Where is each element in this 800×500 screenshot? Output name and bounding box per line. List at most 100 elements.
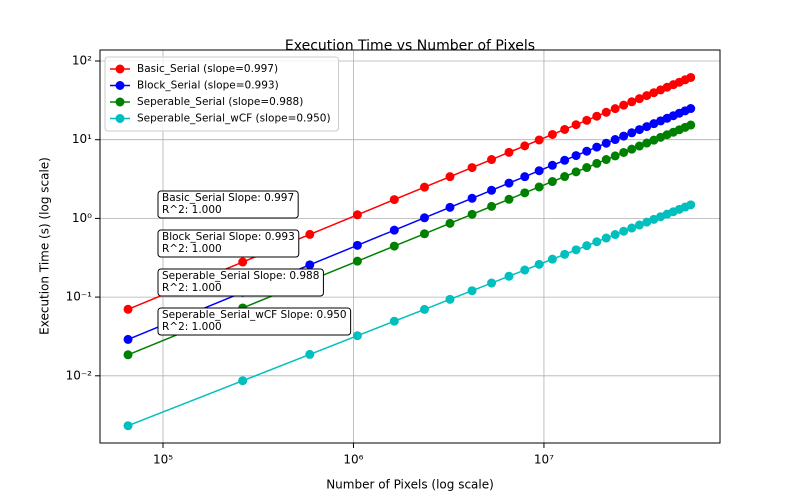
data-point [649,135,659,145]
data-point [352,210,362,220]
annotation-text: R^2: 1.000 [162,321,222,333]
data-point [467,209,477,219]
data-point [627,97,637,107]
data-point [619,226,629,236]
data-point [560,172,570,182]
legend-marker [115,64,125,74]
data-point [582,146,592,156]
data-point [419,229,429,239]
y-tick-label: 10⁰ [72,211,92,225]
data-point [582,163,592,173]
data-point [601,138,611,148]
legend-box [104,56,340,132]
data-point [571,151,581,161]
data-point [634,94,644,104]
data-point [686,72,696,82]
annotation-box [157,229,300,258]
data-point [419,213,429,223]
x-tick-label: 10⁷ [534,453,554,467]
annotation-box [157,268,324,297]
data-point [487,155,497,165]
data-point [305,349,315,359]
data-point [601,233,611,243]
data-point [123,350,133,360]
annotation-text: Seperable_Serial_wCF Slope: 0.950 [162,309,347,321]
data-point [634,220,644,230]
data-point [352,256,362,266]
plot-frame [99,49,721,444]
data-point [686,200,696,210]
annotation-text: Block_Serial Slope: 0.993 [162,231,295,243]
data-point [238,257,248,267]
data-point [634,141,644,151]
data-point [520,172,530,182]
data-point [504,271,514,281]
data-point [610,151,620,161]
data-point [634,125,644,135]
x-axis-label: Number of Pixels (log scale) [326,478,494,492]
data-point [686,104,696,114]
data-point [305,260,315,270]
legend-label: Seperable_Serial (slope=0.988) [137,96,303,108]
data-point [419,182,429,192]
y-tick-label: 10⁻¹ [66,290,93,304]
legend-marker [115,81,125,90]
x-tick-label: 10⁶ [343,453,363,467]
data-point [534,259,544,269]
data-point [627,128,637,138]
data-point [534,182,544,192]
data-point [610,104,620,114]
data-point [504,147,514,157]
data-point [389,225,399,235]
legend-label: Seperable_Serial_wCF (slope=0.950) [137,113,331,125]
data-point [389,195,399,205]
data-point [592,158,602,168]
annotation-box [157,190,299,219]
annotation-text: Basic_Serial Slope: 0.997 [162,192,294,204]
data-point [467,286,477,296]
data-point [487,201,497,211]
data-point [642,138,652,148]
data-point [445,294,455,304]
data-point [592,237,602,247]
data-point [487,185,497,195]
data-point [642,122,652,132]
annotation-text: Seperable_Serial Slope: 0.988 [162,270,319,282]
data-point [649,88,659,98]
data-point [504,194,514,204]
legend-marker [115,97,125,107]
data-point [123,334,133,344]
data-point [352,240,362,250]
data-point [592,142,602,152]
data-point [520,265,530,275]
data-point [547,129,557,139]
data-point [642,91,652,101]
annotation-text: R^2: 1.000 [162,204,222,216]
data-point [560,124,570,134]
annotation-text: R^2: 1.000 [162,282,222,294]
data-point [571,120,581,130]
data-point [534,135,544,145]
data-point [534,166,544,176]
data-point [642,217,652,227]
y-axis-label: Execution Time (s) (log scale) [38,157,52,335]
data-point [305,229,315,239]
data-point [419,304,429,314]
data-point [445,172,455,182]
y-tick-label: 10¹ [72,132,92,146]
annotation-text: R^2: 1.000 [162,243,222,255]
data-point [547,254,557,264]
x-tick-label: 10⁵ [153,453,173,467]
legend-label: Block_Serial (slope=0.993) [137,80,279,92]
chart-title: Execution Time vs Number of Pixels [285,38,535,54]
data-point [619,147,629,157]
data-point [487,278,497,288]
data-point [547,177,557,187]
data-point [520,188,530,198]
